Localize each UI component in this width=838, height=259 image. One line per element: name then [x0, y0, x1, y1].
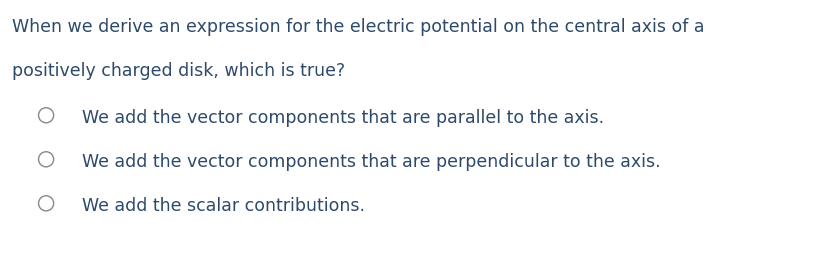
Text: When we derive an expression for the electric potential on the central axis of a: When we derive an expression for the ele… [12, 18, 704, 36]
Text: We add the scalar contributions.: We add the scalar contributions. [82, 197, 365, 215]
Text: We add the vector components that are perpendicular to the axis.: We add the vector components that are pe… [82, 153, 660, 171]
Text: positively charged disk, which is true?: positively charged disk, which is true? [12, 62, 345, 80]
Text: We add the vector components that are parallel to the axis.: We add the vector components that are pa… [82, 109, 604, 127]
